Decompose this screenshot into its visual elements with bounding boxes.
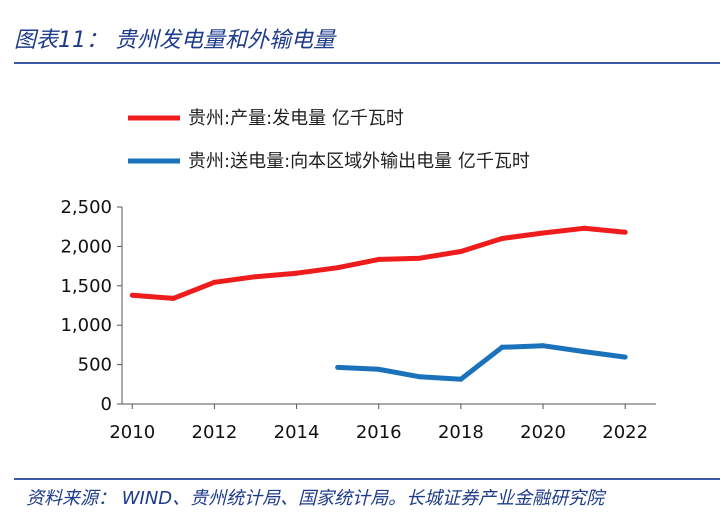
data-point (294, 270, 300, 276)
data-point (540, 230, 546, 236)
data-point (211, 279, 217, 285)
title-divider (14, 62, 720, 64)
y-tick-label: 1,000 (60, 315, 112, 336)
data-point (622, 354, 628, 360)
legend-label-2: 贵州:送电量:向本区域外输出电量 亿千瓦时 (188, 151, 530, 172)
data-point (458, 376, 464, 382)
x-tick-label: 2014 (274, 422, 320, 443)
series-line-1 (132, 225, 626, 301)
data-point (417, 374, 423, 380)
y-tick-label: 500 (78, 355, 112, 376)
data-point (581, 225, 587, 231)
x-tick-label: 2018 (438, 422, 484, 443)
y-axis: 0 500 1,000 1,500 2,000 2,500 (60, 197, 123, 415)
data-point (335, 364, 341, 370)
data-point (458, 249, 464, 255)
legend-label-1: 贵州:产量:发电量 亿千瓦时 (188, 108, 404, 129)
y-tick-label: 2,500 (60, 197, 112, 218)
y-tick-label: 0 (101, 394, 112, 415)
data-point (499, 236, 505, 242)
data-point (581, 349, 587, 355)
series-layer (129, 225, 628, 382)
series-line-2 (337, 343, 626, 382)
data-point (170, 295, 176, 301)
data-point (335, 265, 341, 271)
x-tick-label: 2016 (356, 422, 402, 443)
data-point (540, 343, 546, 349)
data-point (376, 256, 382, 262)
data-point (417, 255, 423, 261)
figure-title: 图表11： 贵州发电量和外输电量 (14, 28, 335, 53)
x-tick-label: 2012 (192, 422, 238, 443)
x-tick-label: 2020 (520, 422, 566, 443)
y-tick-label: 2,000 (60, 236, 112, 257)
data-point (253, 274, 258, 280)
data-point (499, 344, 505, 350)
source-divider (14, 478, 720, 480)
data-point (129, 292, 135, 298)
source-note: 资料来源： WIND、贵州统计局、国家统计局。长城证券产业金融研究院 (26, 488, 605, 509)
x-axis: 2010 2012 2014 2016 2018 2020 2022 (109, 403, 656, 443)
x-tick-label: 2022 (602, 422, 648, 443)
data-point (376, 366, 382, 372)
x-tick-label: 2010 (109, 422, 155, 443)
y-tick-label: 1,500 (60, 276, 112, 297)
data-point (622, 229, 628, 235)
